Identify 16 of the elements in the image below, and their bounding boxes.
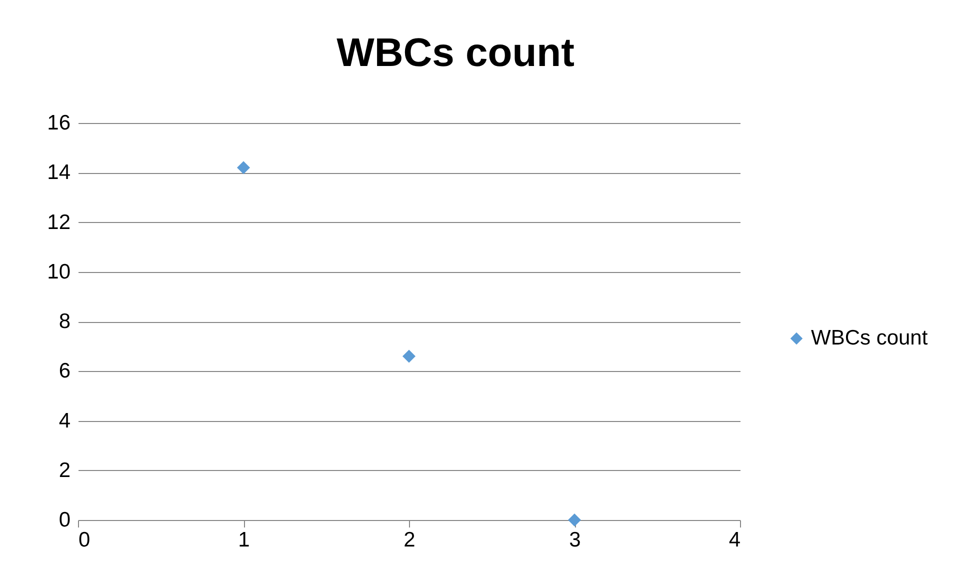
x-tick-label: 1 [238, 528, 250, 552]
legend-label: WBCs count [811, 326, 928, 350]
x-tick-label: 2 [404, 528, 416, 552]
chart-title: WBCs count [336, 31, 574, 75]
y-tick-label: 0 [58, 508, 70, 532]
y-tick-label: 10 [47, 260, 70, 284]
y-tick-label: 16 [47, 112, 70, 134]
x-tick-label: 3 [569, 528, 581, 552]
y-tick-label: 14 [47, 161, 71, 184]
y-tick-label: 12 [47, 210, 70, 234]
y-tick-label: 6 [58, 360, 70, 383]
x-tick-label: 0 [78, 528, 90, 552]
y-tick-label: 4 [58, 409, 71, 432]
y-tick-label: 2 [58, 458, 70, 482]
x-tick-label: 4 [728, 528, 741, 552]
y-tick-label: 8 [58, 310, 70, 333]
